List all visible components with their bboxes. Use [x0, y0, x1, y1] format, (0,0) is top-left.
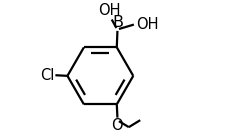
Text: Cl: Cl — [40, 68, 54, 83]
Text: B: B — [111, 15, 122, 30]
Text: O: O — [111, 118, 123, 133]
Text: OH: OH — [135, 17, 158, 32]
Text: OH: OH — [98, 3, 121, 18]
